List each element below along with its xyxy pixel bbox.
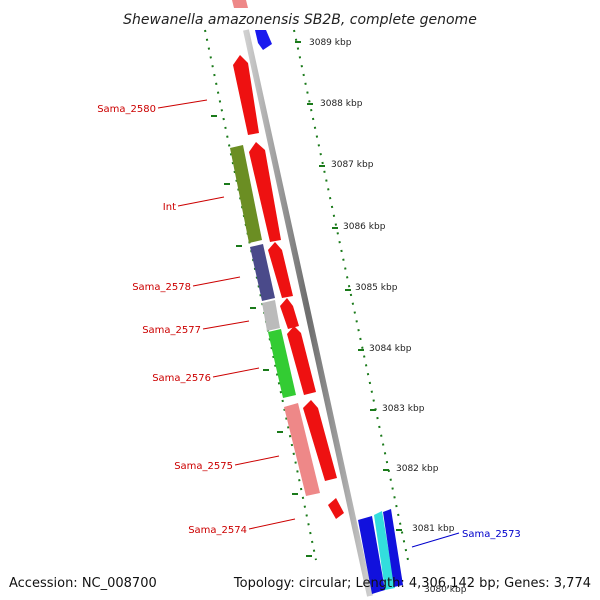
kbp-labels: 3089 kbp 3088 kbp 3087 kbp 3086 kbp 3085…	[309, 38, 467, 595]
gene-int	[249, 142, 281, 242]
gene-2574	[328, 498, 344, 519]
gene-top-blue	[255, 30, 272, 50]
kbp-label: 3084 kbp	[369, 344, 412, 354]
features	[230, 0, 403, 594]
kbp-label: 3083 kbp	[382, 404, 425, 414]
orf-2577-grey	[262, 300, 280, 331]
gene-label-sama-2575: Sama_2575	[174, 461, 233, 472]
gene-upper-pink	[232, 0, 248, 8]
gene-label-sama-2576: Sama_2576	[152, 373, 211, 384]
kbp-label: 3085 kbp	[355, 283, 398, 293]
accession-text: Accession: NC_008700	[9, 576, 157, 591]
inner-dotted-scale	[204, 29, 317, 561]
orf-2576-green	[268, 329, 296, 398]
gene-2576	[287, 326, 316, 395]
gene-2575	[303, 400, 337, 481]
gene-label-sama-2573: Sama_2573	[462, 529, 521, 540]
gene-2578	[268, 242, 293, 298]
inner-major-ticks	[211, 115, 312, 557]
kbp-label: 3086 kbp	[343, 222, 386, 232]
gene-labels: Sama_2580 Int Sama_2578 Sama_2577 Sama_2…	[97, 99, 521, 548]
gene-2580	[233, 55, 259, 135]
outer-dotted-scale	[293, 29, 409, 561]
gene-label-sama-2580: Sama_2580	[97, 104, 156, 115]
map-title: Shewanella amazonensis SB2B, complete ge…	[123, 12, 477, 28]
gene-2573-cyan	[374, 511, 395, 590]
kbp-label: 3080 kbp	[424, 585, 467, 595]
gene-label-sama-2574: Sama_2574	[188, 525, 247, 536]
gene-2577	[280, 298, 299, 329]
gene-2573-blue-2	[383, 509, 403, 587]
gene-label-sama-2577: Sama_2577	[142, 325, 201, 336]
gene-2573-blue	[358, 516, 385, 594]
kbp-label: 3082 kbp	[396, 464, 439, 474]
orf-2578-purple	[250, 244, 275, 301]
genome-backbone	[243, 29, 373, 597]
kbp-label: 3089 kbp	[309, 38, 352, 48]
orf-int-green	[230, 145, 262, 243]
topology-text: Topology: circular; Length: 4,306,142 bp…	[233, 576, 591, 591]
gene-label-int: Int	[163, 202, 176, 213]
outer-major-ticks	[295, 41, 402, 531]
gene-label-sama-2578: Sama_2578	[132, 282, 191, 293]
orf-2575-pink	[284, 403, 320, 496]
kbp-label: 3088 kbp	[320, 99, 363, 109]
kbp-label: 3081 kbp	[412, 524, 455, 534]
kbp-label: 3087 kbp	[331, 160, 374, 170]
